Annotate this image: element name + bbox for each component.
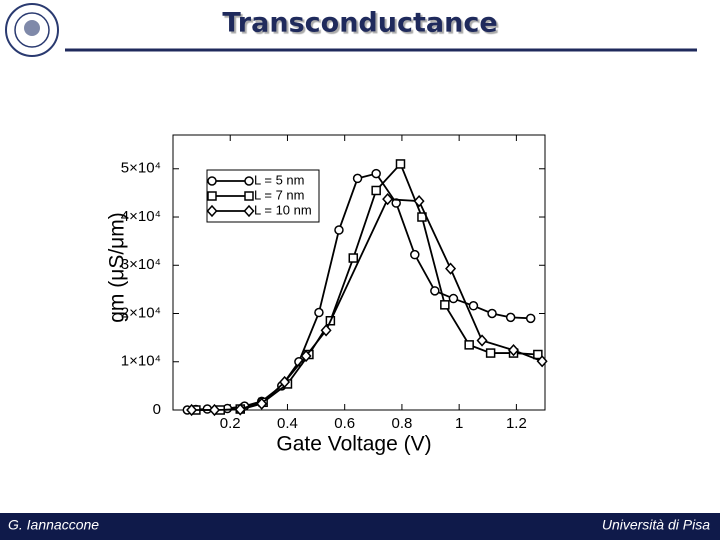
data-marker bbox=[536, 355, 548, 368]
data-marker bbox=[468, 301, 479, 311]
data-marker bbox=[320, 324, 332, 337]
data-marker bbox=[371, 185, 381, 196]
legend-label: L = 5 nm bbox=[254, 172, 304, 187]
data-marker bbox=[430, 286, 440, 296]
data-marker bbox=[533, 349, 543, 360]
data-marker bbox=[334, 225, 344, 235]
y-tick-label: 0 bbox=[153, 401, 161, 418]
legend-marker bbox=[244, 176, 254, 186]
y-tick-label: 5×10⁴ bbox=[121, 160, 161, 177]
y-tick-label: 4×10⁴ bbox=[121, 208, 161, 225]
legend-marker bbox=[207, 191, 217, 201]
x-tick-label: 0.4 bbox=[277, 415, 298, 432]
data-marker bbox=[448, 293, 459, 304]
data-marker bbox=[186, 403, 198, 417]
data-marker bbox=[348, 253, 359, 263]
footer-bar bbox=[0, 513, 720, 540]
plot-frame bbox=[172, 134, 546, 411]
data-marker bbox=[279, 375, 291, 389]
y-axis-label: gm (μS/μm) bbox=[106, 212, 129, 323]
logo bbox=[5, 3, 59, 57]
y-tick-label: 3×10⁴ bbox=[121, 256, 161, 273]
data-marker bbox=[476, 334, 488, 347]
x-tick-label: 0.2 bbox=[220, 415, 241, 432]
data-marker bbox=[234, 403, 246, 416]
x-tick-label: 1 bbox=[455, 415, 463, 432]
data-marker bbox=[256, 397, 268, 410]
legend-marker bbox=[206, 204, 218, 218]
data-marker bbox=[410, 249, 420, 260]
data-marker bbox=[208, 403, 221, 417]
data-marker bbox=[382, 193, 394, 206]
data-marker bbox=[485, 348, 496, 358]
data-marker bbox=[395, 159, 406, 169]
data-marker bbox=[487, 308, 497, 319]
data-marker bbox=[440, 300, 450, 310]
x-tick-label: 0.8 bbox=[391, 415, 412, 432]
x-tick-label: 0.6 bbox=[334, 415, 355, 432]
data-marker bbox=[314, 307, 324, 318]
legend-label: L = 10 nm bbox=[254, 202, 312, 217]
data-marker bbox=[300, 349, 312, 363]
legend-label: L = 7 nm bbox=[254, 187, 304, 202]
legend-marker bbox=[207, 176, 217, 186]
footer-institution: Università di Pisa bbox=[602, 517, 710, 533]
chart: 0 1×10⁴ 2×10⁴ 3×10⁴ 4×10⁴ 5×10⁴ 0.2 0.4 0.6 0.8 1 1… bbox=[106, 134, 548, 456]
data-marker bbox=[352, 173, 363, 184]
data-marker bbox=[371, 168, 381, 179]
x-axis-label: Gate Voltage (V) bbox=[276, 433, 431, 456]
y-tick-label: 2×10⁴ bbox=[121, 304, 161, 321]
data-marker bbox=[445, 262, 457, 275]
legend-marker bbox=[244, 191, 254, 201]
footer-author: G. Iannaccone bbox=[8, 517, 99, 533]
legend-marker bbox=[243, 204, 255, 218]
data-marker bbox=[508, 344, 520, 357]
y-tick-label: 1×10⁴ bbox=[121, 353, 161, 370]
data-marker bbox=[413, 194, 425, 208]
data-marker bbox=[464, 340, 474, 350]
data-marker bbox=[525, 313, 536, 324]
x-tick-label: 1.2 bbox=[506, 415, 527, 432]
slide-title: Transconductance bbox=[222, 8, 497, 39]
data-marker bbox=[505, 312, 516, 323]
series-line bbox=[191, 198, 543, 411]
